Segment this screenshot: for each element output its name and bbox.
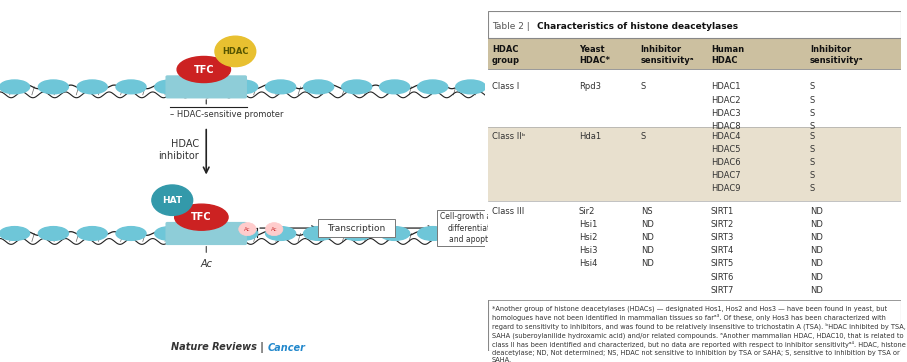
Ellipse shape (38, 80, 68, 94)
Text: HDAC1
HDAC2
HDAC3
HDAC8: HDAC1 HDAC2 HDAC3 HDAC8 (711, 82, 740, 131)
Text: Sir2
Hsi1
Hsi2
Hsi3
Hsi4: Sir2 Hsi1 Hsi2 Hsi3 Hsi4 (579, 206, 597, 268)
Ellipse shape (0, 80, 30, 94)
Text: – HDAC-sensitive promoter: – HDAC-sensitive promoter (170, 110, 283, 119)
Text: S: S (640, 132, 646, 141)
FancyBboxPatch shape (317, 219, 395, 237)
Ellipse shape (175, 204, 228, 230)
Text: Human
HDAC: Human HDAC (711, 45, 744, 65)
Text: TFC: TFC (191, 212, 211, 222)
Ellipse shape (455, 80, 486, 94)
Text: ND
ND
ND
ND
ND
ND
ND: ND ND ND ND ND ND ND (810, 206, 823, 295)
Ellipse shape (304, 80, 334, 94)
FancyBboxPatch shape (165, 75, 247, 98)
Text: Ac: Ac (271, 227, 278, 232)
Text: HDAC4
HDAC5
HDAC6
HDAC7
HDAC9: HDAC4 HDAC5 HDAC6 HDAC7 HDAC9 (711, 132, 740, 193)
Text: S: S (640, 82, 646, 91)
Ellipse shape (77, 80, 107, 94)
Text: *Another group of histone deacetylases (HDACs) — designated Hos1, Hos2 and Hos3 : *Another group of histone deacetylases (… (493, 305, 906, 362)
Ellipse shape (342, 227, 372, 240)
Ellipse shape (266, 80, 296, 94)
Ellipse shape (342, 80, 372, 94)
Ellipse shape (155, 80, 185, 94)
Bar (488, 38, 901, 69)
Ellipse shape (116, 227, 146, 240)
Text: Inhibitor
sensitivityᵃ: Inhibitor sensitivityᵃ (810, 45, 863, 65)
Text: NS
ND
ND
ND
ND: NS ND ND ND ND (640, 206, 654, 268)
Ellipse shape (304, 227, 334, 240)
Text: Cell-growth arrest,
differentiation
and apoptosis: Cell-growth arrest, differentiation and … (440, 212, 512, 244)
Text: Cancer: Cancer (268, 343, 306, 353)
Ellipse shape (116, 80, 146, 94)
Text: Nature Reviews |: Nature Reviews | (171, 342, 267, 353)
Ellipse shape (417, 227, 448, 240)
Ellipse shape (155, 227, 185, 240)
Ellipse shape (38, 227, 68, 240)
Bar (488, 69, 901, 127)
Ellipse shape (0, 227, 30, 240)
Bar (488, 127, 901, 201)
FancyBboxPatch shape (437, 210, 514, 246)
Text: Class III: Class III (493, 206, 524, 215)
Circle shape (215, 36, 256, 67)
Text: Characteristics of histone deacetylases: Characteristics of histone deacetylases (538, 22, 738, 31)
Ellipse shape (177, 56, 230, 83)
Ellipse shape (380, 227, 410, 240)
Circle shape (151, 185, 192, 215)
Text: Ac: Ac (200, 259, 212, 269)
Text: SIRT1
SIRT2
SIRT3
SIRT4
SIRT5
SIRT6
SIRT7: SIRT1 SIRT2 SIRT3 SIRT4 SIRT5 SIRT6 SIRT… (711, 206, 734, 295)
Text: Yeast
HDAC*: Yeast HDAC* (579, 45, 610, 65)
Ellipse shape (266, 227, 296, 240)
Text: Rpd3: Rpd3 (579, 82, 600, 91)
Circle shape (239, 223, 256, 236)
Text: Class IIᵇ: Class IIᵇ (493, 132, 525, 141)
FancyBboxPatch shape (165, 222, 247, 245)
Circle shape (266, 223, 283, 236)
Ellipse shape (77, 227, 107, 240)
Text: Table 2 |: Table 2 | (493, 22, 532, 31)
Text: Hda1: Hda1 (579, 132, 600, 141)
Ellipse shape (380, 80, 410, 94)
Ellipse shape (228, 227, 258, 240)
Ellipse shape (455, 227, 486, 240)
Ellipse shape (417, 80, 448, 94)
Text: HDAC
inhibitor: HDAC inhibitor (158, 139, 199, 161)
Text: Transcription: Transcription (327, 224, 385, 232)
Text: HAT: HAT (162, 196, 182, 205)
Text: Inhibitor
sensitivityᵃ: Inhibitor sensitivityᵃ (640, 45, 694, 65)
Text: HDAC
group: HDAC group (493, 45, 520, 65)
Ellipse shape (228, 80, 258, 94)
Text: HDAC: HDAC (222, 47, 249, 56)
Text: S
S
S
S
S: S S S S S (810, 132, 815, 193)
Bar (488, 201, 901, 300)
Text: S
S
S
S: S S S S (810, 82, 815, 131)
Text: Ac: Ac (244, 227, 251, 232)
Text: Class I: Class I (493, 82, 520, 91)
Text: TFC: TFC (193, 64, 214, 75)
